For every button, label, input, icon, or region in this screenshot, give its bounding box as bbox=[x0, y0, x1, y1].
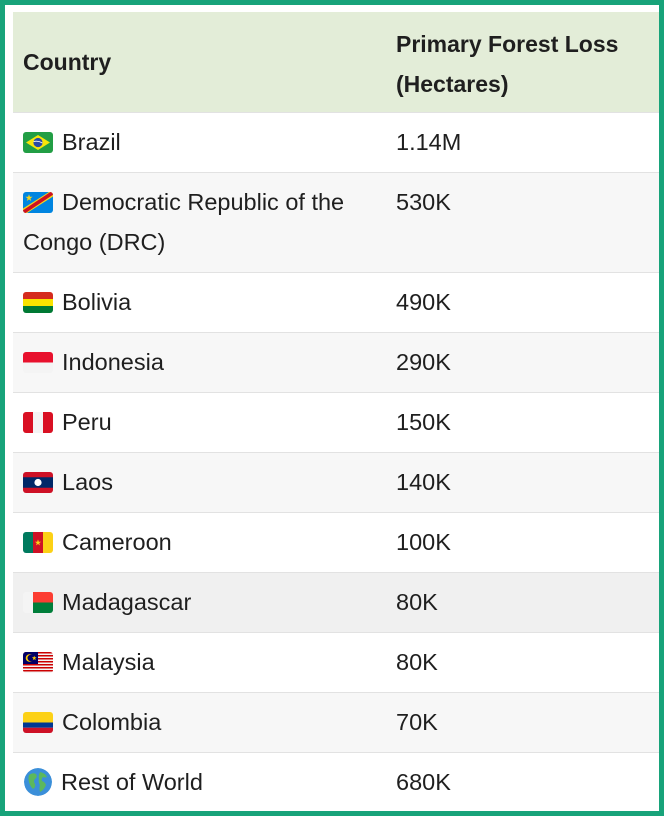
country-name: Rest of World bbox=[61, 769, 203, 795]
column-header-forest-loss-line2: (Hectares) bbox=[396, 71, 509, 97]
table-row: Malaysia 80K bbox=[13, 632, 659, 693]
table-row: Colombia 70K bbox=[13, 692, 659, 753]
country-name: Democratic Republic of the Congo (DRC) bbox=[23, 189, 345, 255]
table-row: Brazil 1.14M bbox=[13, 112, 659, 173]
table-row: Indonesia 290K bbox=[13, 332, 659, 393]
country-cell: Brazil bbox=[13, 112, 388, 173]
country-cell: Colombia bbox=[13, 692, 388, 753]
table-row: Cameroon 100K bbox=[13, 512, 659, 573]
country-name: Brazil bbox=[62, 129, 121, 155]
table-row: Bolivia 490K bbox=[13, 272, 659, 333]
colombia-flag-icon bbox=[23, 712, 53, 733]
country-name: Laos bbox=[62, 469, 113, 495]
forest-loss-value: 530K bbox=[388, 172, 659, 273]
country-cell: Bolivia bbox=[13, 272, 388, 333]
indonesia-flag-icon bbox=[23, 352, 53, 373]
country-cell: Malaysia bbox=[13, 632, 388, 693]
country-name: Madagascar bbox=[62, 589, 192, 615]
bolivia-flag-icon bbox=[23, 292, 53, 313]
malaysia-flag-icon bbox=[23, 652, 53, 673]
forest-loss-value: 100K bbox=[388, 512, 659, 573]
madagascar-flag-icon bbox=[23, 592, 53, 613]
forest-loss-value: 70K bbox=[388, 692, 659, 753]
table-row: Rest of World 680K bbox=[13, 752, 659, 811]
table-header-row: Country Primary Forest Loss (Hectares) bbox=[13, 12, 659, 113]
column-header-forest-loss-line1: Primary Forest Loss bbox=[396, 31, 619, 57]
country-name: Peru bbox=[62, 409, 112, 435]
country-cell: Peru bbox=[13, 392, 388, 453]
brazil-flag-icon bbox=[23, 132, 53, 153]
country-cell: Indonesia bbox=[13, 332, 388, 393]
forest-loss-value: 150K bbox=[388, 392, 659, 453]
forest-loss-value: 490K bbox=[388, 272, 659, 333]
country-cell: Cameroon bbox=[13, 512, 388, 573]
forest-loss-value: 290K bbox=[388, 332, 659, 393]
country-cell: Madagascar bbox=[13, 572, 388, 633]
table-row: Laos 140K bbox=[13, 452, 659, 513]
globe-icon bbox=[24, 768, 52, 796]
column-header-forest-loss: Primary Forest Loss (Hectares) bbox=[388, 12, 659, 113]
country-name: Indonesia bbox=[62, 349, 164, 375]
country-name: Malaysia bbox=[62, 649, 155, 675]
drc-flag-icon bbox=[23, 192, 53, 213]
column-header-country: Country bbox=[13, 12, 388, 113]
forest-loss-value: 140K bbox=[388, 452, 659, 513]
country-cell: Democratic Republic of the Congo (DRC) bbox=[13, 172, 388, 273]
forest-loss-table: Country Primary Forest Loss (Hectares) Br… bbox=[13, 12, 659, 811]
peru-flag-icon bbox=[23, 412, 53, 433]
cameroon-flag-icon bbox=[23, 532, 53, 553]
table-row: Peru 150K bbox=[13, 392, 659, 453]
country-name: Colombia bbox=[62, 709, 162, 735]
country-name: Cameroon bbox=[62, 529, 172, 555]
laos-flag-icon bbox=[23, 472, 53, 493]
table-row: Madagascar 80K bbox=[13, 572, 659, 633]
country-cell: Rest of World bbox=[13, 752, 388, 811]
forest-loss-value: 80K bbox=[388, 572, 659, 633]
forest-loss-value: 680K bbox=[388, 752, 659, 811]
country-name: Bolivia bbox=[62, 289, 132, 315]
forest-loss-value: 80K bbox=[388, 632, 659, 693]
forest-loss-value: 1.14M bbox=[388, 112, 659, 173]
country-cell: Laos bbox=[13, 452, 388, 513]
table-row: Democratic Republic of the Congo (DRC) 5… bbox=[13, 172, 659, 273]
